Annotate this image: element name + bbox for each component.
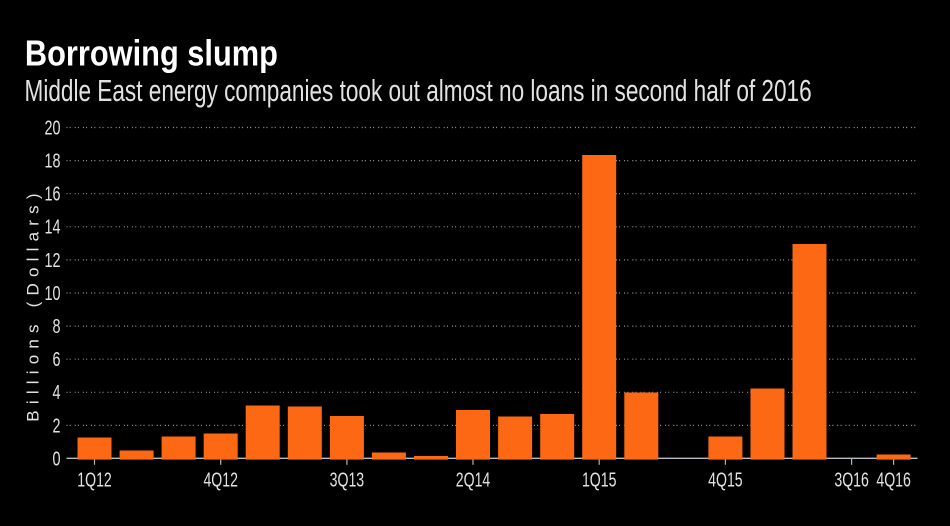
svg-text:2: 2 [52,414,60,437]
svg-text:2Q14: 2Q14 [456,468,491,491]
svg-text:3Q13: 3Q13 [330,468,365,491]
svg-text:1Q12: 1Q12 [77,468,112,491]
svg-text:16: 16 [44,182,60,205]
svg-text:1Q15: 1Q15 [582,468,617,491]
svg-text:12: 12 [44,248,60,271]
svg-text:4Q12: 4Q12 [203,468,238,491]
svg-text:0: 0 [52,447,60,470]
svg-text:Borrowing slump: Borrowing slump [25,34,278,74]
svg-text:10: 10 [44,282,60,305]
svg-text:Billions (Dollars): Billions (Dollars) [24,187,43,421]
svg-text:Middle East energy companies t: Middle East energy companies took out al… [25,72,812,107]
svg-text:4: 4 [52,381,60,404]
svg-text:20: 20 [44,116,60,139]
svg-text:18: 18 [44,149,60,172]
svg-text:3Q16: 3Q16 [834,468,869,491]
svg-text:6: 6 [52,348,60,371]
svg-text:4Q15: 4Q15 [708,468,743,491]
svg-text:14: 14 [44,215,60,238]
svg-text:4Q16: 4Q16 [876,468,911,491]
svg-text:8: 8 [52,315,60,338]
